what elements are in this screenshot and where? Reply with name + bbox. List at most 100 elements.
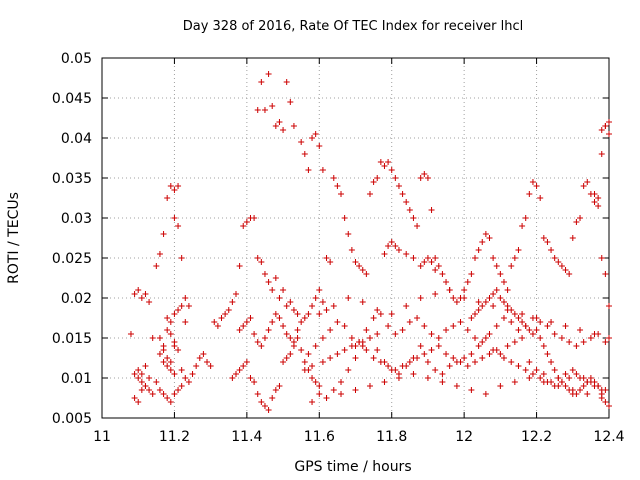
x-axis-label: GPS time / hours bbox=[294, 459, 411, 475]
data-point bbox=[316, 311, 323, 317]
data-point bbox=[319, 167, 326, 173]
data-point bbox=[276, 315, 283, 321]
data-point bbox=[591, 379, 598, 385]
data-point bbox=[160, 391, 167, 397]
data-point bbox=[515, 363, 522, 369]
data-point bbox=[432, 267, 439, 273]
data-point bbox=[265, 71, 272, 77]
data-point bbox=[280, 287, 287, 293]
data-point bbox=[280, 127, 287, 133]
data-point bbox=[142, 383, 149, 389]
data-point bbox=[508, 319, 515, 325]
data-point bbox=[236, 263, 243, 269]
data-point bbox=[261, 403, 268, 409]
data-point bbox=[352, 343, 359, 349]
data-point bbox=[602, 399, 609, 405]
data-point bbox=[414, 355, 421, 361]
data-point bbox=[468, 387, 475, 393]
x-tick-label: 11.8 bbox=[376, 429, 407, 445]
data-point bbox=[236, 367, 243, 373]
data-point bbox=[153, 263, 160, 269]
data-point bbox=[533, 367, 540, 373]
data-point bbox=[287, 299, 294, 305]
data-point bbox=[392, 331, 399, 337]
data-point bbox=[428, 259, 435, 265]
data-point bbox=[269, 103, 276, 109]
data-point bbox=[533, 315, 540, 321]
data-point bbox=[142, 363, 149, 369]
data-point bbox=[490, 255, 497, 261]
data-point bbox=[385, 243, 392, 249]
data-point bbox=[529, 371, 536, 377]
data-point bbox=[348, 247, 355, 253]
data-point bbox=[602, 123, 609, 129]
data-point bbox=[135, 375, 142, 381]
data-point bbox=[338, 191, 345, 197]
x-tick-label: 11.4 bbox=[231, 429, 262, 445]
data-point bbox=[424, 175, 431, 181]
data-point bbox=[377, 311, 384, 317]
y-tick-label: 0.035 bbox=[52, 171, 92, 187]
data-point bbox=[232, 371, 239, 377]
data-point bbox=[515, 247, 522, 253]
data-point bbox=[464, 279, 471, 285]
data-point bbox=[138, 295, 145, 301]
data-point bbox=[330, 387, 337, 393]
data-point bbox=[276, 119, 283, 125]
data-point bbox=[323, 395, 330, 401]
data-point bbox=[345, 231, 352, 237]
data-point bbox=[573, 371, 580, 377]
data-point bbox=[309, 303, 316, 309]
data-point bbox=[490, 291, 497, 297]
data-point bbox=[428, 331, 435, 337]
data-point bbox=[164, 195, 171, 201]
data-point bbox=[424, 359, 431, 365]
data-point bbox=[276, 383, 283, 389]
data-point bbox=[178, 367, 185, 373]
data-point bbox=[472, 311, 479, 317]
data-point bbox=[566, 271, 573, 277]
data-point bbox=[493, 287, 500, 293]
data-point bbox=[232, 291, 239, 297]
data-point bbox=[392, 243, 399, 249]
data-point bbox=[446, 363, 453, 369]
y-tick-label: 0.015 bbox=[52, 331, 92, 347]
data-point bbox=[540, 235, 547, 241]
data-points bbox=[127, 71, 612, 413]
y-tick-label: 0.045 bbox=[52, 91, 92, 107]
data-point bbox=[508, 359, 515, 365]
data-point bbox=[544, 239, 551, 245]
data-point bbox=[316, 391, 323, 397]
data-point bbox=[261, 107, 268, 113]
data-point bbox=[207, 363, 214, 369]
data-point bbox=[374, 331, 381, 337]
data-point bbox=[526, 375, 533, 381]
data-point bbox=[377, 359, 384, 365]
y-tick-label: 0.02 bbox=[61, 291, 92, 307]
data-point bbox=[251, 379, 258, 385]
data-point bbox=[341, 215, 348, 221]
data-point bbox=[392, 367, 399, 373]
data-point bbox=[537, 319, 544, 325]
data-point bbox=[142, 291, 149, 297]
data-point bbox=[182, 295, 189, 301]
data-point bbox=[327, 327, 334, 333]
data-point bbox=[439, 379, 446, 385]
data-point bbox=[457, 359, 464, 365]
data-point bbox=[229, 375, 236, 381]
data-point bbox=[577, 387, 584, 393]
data-point bbox=[522, 367, 529, 373]
data-point bbox=[352, 259, 359, 265]
y-axis-label: ROTI / TECUs bbox=[6, 192, 22, 284]
data-point bbox=[464, 363, 471, 369]
data-point bbox=[468, 271, 475, 277]
data-point bbox=[352, 355, 359, 361]
data-point bbox=[558, 379, 565, 385]
data-point bbox=[222, 311, 229, 317]
data-point bbox=[577, 215, 584, 221]
data-point bbox=[135, 367, 142, 373]
data-point bbox=[548, 247, 555, 253]
data-point bbox=[533, 183, 540, 189]
data-point bbox=[566, 375, 573, 381]
data-point bbox=[443, 351, 450, 357]
